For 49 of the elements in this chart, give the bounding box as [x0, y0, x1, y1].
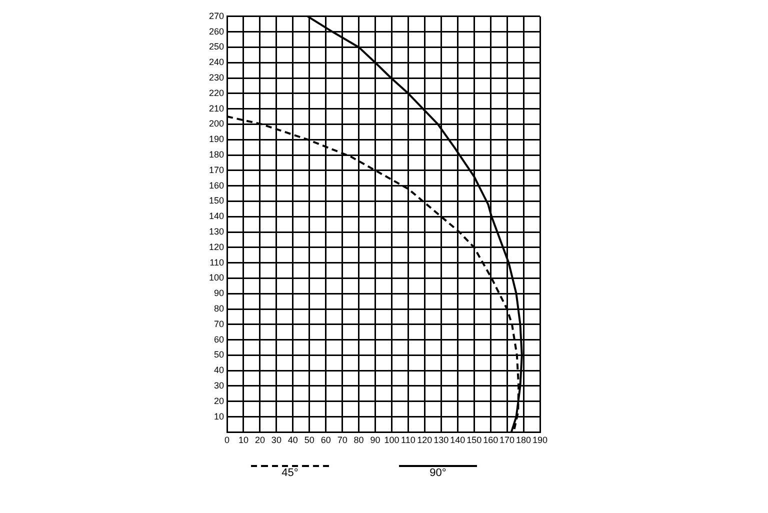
x-tick-label: 190 — [532, 435, 548, 446]
y-tick-label: 130 — [208, 226, 224, 236]
y-tick-label: 250 — [208, 42, 224, 52]
x-tick-label: 150 — [466, 435, 482, 446]
x-tick-label: 0 — [224, 435, 230, 446]
y-tick-label: 40 — [214, 365, 224, 376]
x-tick-label: 10 — [238, 435, 248, 446]
y-tick-label: 190 — [208, 134, 224, 144]
y-tick-label: 50 — [214, 350, 224, 360]
y-tick-label: 230 — [208, 72, 224, 82]
x-tick-label: 60 — [320, 435, 331, 446]
x-tick-label: 80 — [354, 435, 364, 446]
y-tick-label: 260 — [208, 26, 224, 36]
y-tick-label: 200 — [208, 118, 224, 129]
y-tick-label: 240 — [208, 57, 224, 68]
x-tick-label: 20 — [254, 435, 265, 446]
x-tick-label: 110 — [401, 435, 416, 446]
y-tick-label: 180 — [208, 149, 224, 160]
x-tick-label: 130 — [434, 435, 449, 446]
y-tick-label: 10 — [214, 411, 224, 422]
x-tick-label: 170 — [500, 435, 515, 446]
x-tick-label: 40 — [288, 435, 298, 446]
y-tick-label: 220 — [208, 88, 224, 98]
y-tick-label: 140 — [208, 211, 224, 222]
legend-label: 45° — [282, 467, 298, 479]
y-tick-label: 60 — [214, 334, 224, 344]
x-tick-label: 140 — [450, 435, 466, 446]
y-tick-label: 110 — [210, 257, 224, 268]
y-tick-label: 120 — [208, 242, 224, 252]
x-tick-label: 180 — [516, 435, 532, 446]
x-tick-label: 30 — [271, 435, 282, 446]
y-tick-label: 270 — [208, 10, 224, 21]
y-tick-label: 80 — [214, 303, 224, 314]
y-tick-label: 210 — [208, 103, 224, 114]
y-tick-label: 90 — [214, 288, 224, 298]
y-tick-label: 170 — [208, 164, 224, 175]
x-tick-label: 90 — [370, 435, 380, 446]
x-tick-label: 120 — [417, 435, 432, 446]
x-tick-label: 50 — [304, 435, 314, 446]
legend-label: 90° — [430, 467, 446, 479]
x-tick-label: 70 — [337, 435, 348, 446]
y-tick-label: 100 — [208, 272, 224, 283]
y-tick-label: 20 — [214, 396, 224, 406]
y-tick-label: 70 — [214, 318, 224, 329]
x-tick-label: 160 — [483, 435, 498, 446]
x-tick-label: 100 — [384, 435, 400, 446]
y-tick-label: 30 — [214, 380, 224, 390]
y-tick-label: 150 — [208, 196, 224, 206]
y-tick-label: 160 — [208, 180, 224, 190]
